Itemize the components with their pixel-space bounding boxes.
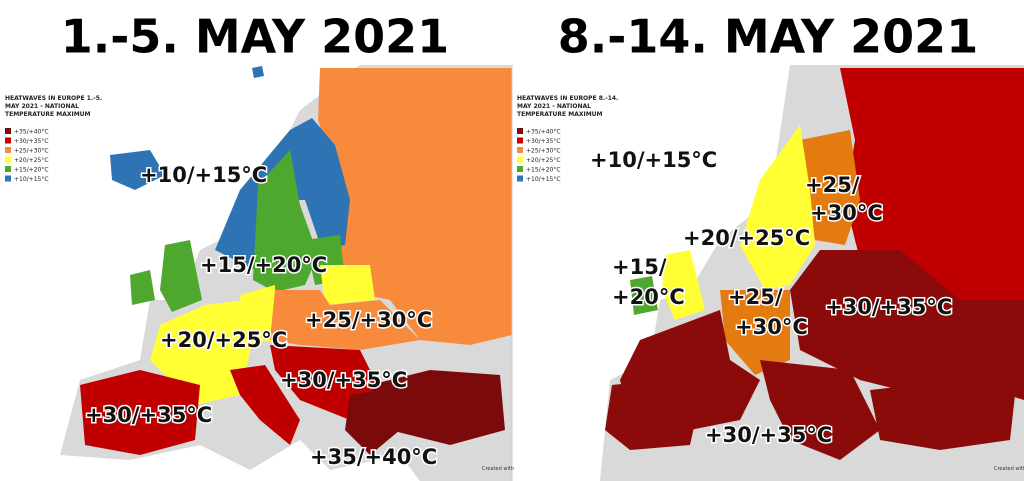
legend-swatch: [517, 166, 523, 172]
legend-title: HEATWAVES IN EUROPE 1.-5.: [5, 95, 102, 102]
map-label: +25/: [728, 285, 783, 309]
map-label: +35/+40°C: [310, 445, 437, 469]
map-label: +30/+35°C: [705, 423, 832, 447]
legend-label: +15/+20°C: [14, 167, 49, 174]
legend-swatch: [517, 175, 523, 182]
legend-label: +10/+15°C: [526, 176, 561, 183]
legend-swatch: [5, 166, 11, 172]
legend-title: HEATWAVES IN EUROPE 8.-14.: [517, 95, 618, 102]
credit: Created with: [482, 466, 514, 472]
map-label: +15/+20°C: [200, 253, 327, 277]
title: 1.-5. MAY 2021: [61, 10, 449, 64]
legend-title: MAY 2021 - NATIONAL: [517, 103, 591, 110]
map-left: [0, 65, 512, 481]
legend-label: +15/+20°C: [526, 167, 561, 174]
map-label: +25/+30°C: [305, 308, 432, 332]
credit: Created with: [994, 466, 1024, 472]
map-label: +20/+25°C: [160, 328, 287, 352]
map-label: +30/+35°C: [85, 403, 212, 427]
legend-label: +10/+15°C: [14, 176, 49, 183]
legend-swatch: [5, 128, 11, 134]
map-right: [512, 65, 1024, 481]
legend-title: TEMPERATURE MAXIMUM: [517, 111, 603, 118]
legend-swatch: [5, 175, 11, 182]
legend-label: +35/+40°C: [14, 129, 49, 136]
legend-label: +30/+35°C: [14, 138, 49, 145]
legend-swatch: [5, 147, 11, 153]
legend-swatch: [517, 137, 523, 144]
map-label: +15/: [612, 255, 667, 279]
map-label: +10/+15°C: [590, 148, 717, 172]
legend-swatch: [517, 128, 523, 134]
map-label: +20°C: [612, 285, 685, 309]
legend-label: +30/+35°C: [526, 138, 561, 145]
map-label: +25/: [805, 173, 860, 197]
map-label: +30/+35°C: [280, 368, 407, 392]
legend-title: MAY 2021 - NATIONAL: [5, 103, 79, 110]
map-label: +10/+15°C: [140, 163, 267, 187]
legend-label: +25/+30°C: [526, 148, 561, 155]
map-label: +30°C: [735, 315, 808, 339]
map-label: +20/+25°C: [683, 226, 810, 250]
map-label: +30°C: [810, 201, 883, 225]
legend-label: +20/+25°C: [526, 157, 561, 164]
legend-swatch: [517, 156, 523, 163]
legend-swatch: [5, 156, 11, 163]
legend-swatch: [5, 137, 11, 144]
map-label: +30/+35°C: [825, 295, 952, 319]
legend-label: +25/+30°C: [14, 148, 49, 155]
legend-label: +35/+40°C: [526, 129, 561, 136]
legend-label: +20/+25°C: [14, 157, 49, 164]
legend-title: TEMPERATURE MAXIMUM: [5, 111, 91, 118]
legend-swatch: [517, 147, 523, 153]
title: 8.-14. MAY 2021: [558, 10, 978, 64]
